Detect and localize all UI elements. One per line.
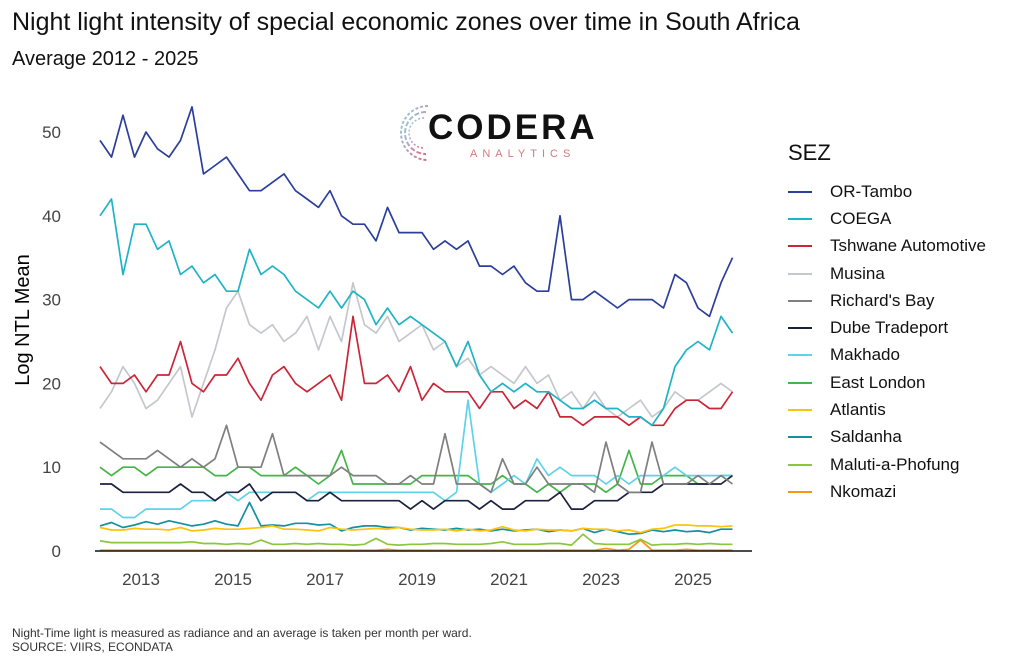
footer-source: SOURCE: VIIRS, ECONDATA: [12, 640, 173, 654]
legend-item: Maluti-a-Phofung: [788, 451, 986, 478]
legend-item: Saldanha: [788, 424, 986, 451]
legend-swatch: [788, 381, 812, 384]
legend-label: Tshwane Automotive: [830, 236, 986, 256]
series-line-richard-s-bay: [99, 424, 734, 494]
y-tick-label: 10: [42, 458, 61, 477]
x-tick-label: 2025: [674, 570, 712, 589]
legend-item: Richard's Bay: [788, 287, 986, 314]
legend-swatch: [788, 354, 812, 357]
legend-label: Makhado: [830, 345, 900, 365]
legend-swatch: [788, 409, 812, 412]
series-line-nkomazi: [100, 539, 733, 552]
legend-swatch: [788, 463, 812, 466]
legend-item: Makhado: [788, 342, 986, 369]
logo-subtext: ANALYTICS: [470, 148, 576, 160]
legend-swatch: [788, 245, 812, 248]
footer-note: Night-Time light is measured as radiance…: [12, 626, 472, 640]
legend-label: Dube Tradeport: [830, 318, 949, 338]
y-tick-label: 20: [42, 374, 61, 393]
footer: Night-Time light is measured as radiance…: [12, 626, 472, 654]
legend-title: SEZ: [788, 140, 831, 165]
legend-item: Atlantis: [788, 396, 986, 423]
chart-title: Night light intensity of special economi…: [12, 8, 800, 36]
x-tick-label: 2013: [122, 570, 160, 589]
y-axis-label: Log NTL Mean: [12, 254, 34, 386]
legend-label: OR-Tambo: [830, 181, 913, 201]
y-tick-label: 40: [42, 207, 61, 226]
legend-label: Musina: [830, 263, 885, 283]
series-line-musina: [99, 281, 734, 418]
y-tick-label: 50: [42, 123, 61, 142]
legend-label: Richard's Bay: [830, 290, 935, 310]
x-tick-label: 2019: [398, 570, 436, 589]
legend-item: East London: [788, 369, 986, 396]
legend-swatch: [788, 327, 812, 330]
legend-label: COEGA: [830, 208, 892, 228]
legend-item: Dube Tradeport: [788, 314, 986, 341]
legend-swatch: [788, 299, 812, 302]
legend-swatch: [788, 490, 812, 493]
legend-item: Nkomazi: [788, 478, 986, 505]
legend-swatch: [788, 272, 812, 275]
series-line-coega: [99, 198, 734, 427]
series-line-atlantis: [99, 524, 733, 534]
codera-logo: CODERA ANALYTICS: [384, 98, 595, 168]
logo-text: CODERA: [428, 108, 598, 147]
y-tick-label: 30: [42, 291, 61, 310]
series-line-tshwane-automotive: [99, 315, 734, 427]
x-tick-label: 2017: [306, 570, 344, 589]
legend-swatch: [788, 190, 812, 193]
series-line-makhado: [100, 399, 733, 519]
legend: SEZ OR-Tambo COEGA Tshwane Automotive Musin…: [788, 140, 986, 506]
legend-item: Musina: [788, 260, 986, 287]
legend-label: Maluti-a-Phofung: [830, 454, 960, 474]
series-line-east-london: [99, 449, 733, 494]
legend-item: Tshwane Automotive: [788, 233, 986, 260]
series-line-or-tambo: [99, 106, 734, 318]
chart-subtitle: Average 2012 - 2025: [12, 48, 199, 70]
series-line-maluti-a-phofung: [99, 533, 733, 546]
legend-label: East London: [830, 372, 926, 392]
legend-label: Nkomazi: [830, 481, 897, 501]
legend-item: COEGA: [788, 205, 986, 232]
x-tick-label: 2021: [490, 570, 528, 589]
x-tick-label: 2015: [214, 570, 252, 589]
y-tick-label: 0: [52, 542, 61, 561]
series-line-dube-tradeport: [100, 474, 734, 510]
legend-label: Atlantis: [830, 400, 886, 420]
logo-circuit-icon: [400, 105, 429, 161]
legend-item: OR-Tambo: [788, 178, 986, 205]
x-tick-label: 2023: [582, 570, 620, 589]
legend-label: Saldanha: [830, 427, 902, 447]
legend-swatch: [788, 436, 812, 439]
legend-swatch: [788, 217, 812, 220]
